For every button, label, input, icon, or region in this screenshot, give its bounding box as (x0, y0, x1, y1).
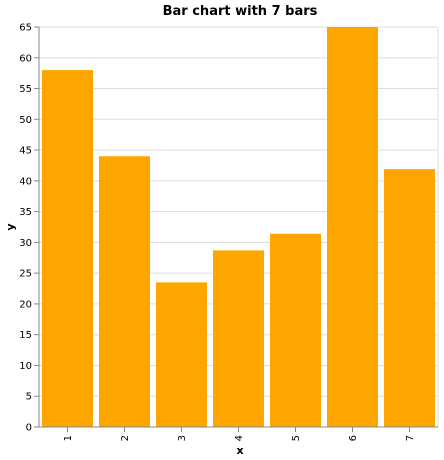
bar-4 (213, 250, 264, 427)
y-tick-label: 20 (19, 299, 32, 310)
y-axis: 0 5 10 15 20 25 30 35 40 45 50 55 60 65 (19, 23, 40, 434)
y-tick-label: 5 (26, 392, 32, 403)
y-tick-label: 35 (19, 207, 32, 218)
chart-title: Bar chart with 7 bars (163, 4, 318, 19)
x-tick-label: 3 (177, 435, 188, 441)
y-tick-label: 15 (19, 330, 32, 341)
y-tick-label: 30 (19, 238, 32, 249)
y-tick-label: 0 (26, 423, 32, 434)
x-tick-label: 2 (120, 435, 131, 441)
y-tick-label: 60 (19, 53, 32, 64)
x-axis: 1 2 3 4 5 6 7 (39, 426, 438, 441)
bar-3 (156, 282, 207, 427)
bar-2 (99, 156, 150, 427)
y-tick-label: 40 (19, 176, 32, 187)
y-axis-title: y (4, 223, 17, 230)
y-tick-label: 45 (19, 146, 32, 157)
y-tick-label: 55 (19, 84, 32, 95)
x-axis-title: x (236, 444, 243, 457)
x-tick-label: 4 (234, 435, 245, 441)
bar-7 (384, 169, 435, 427)
y-tick-label: 50 (19, 115, 32, 126)
y-tick-label: 10 (19, 361, 32, 372)
bar-1 (42, 70, 93, 428)
y-tick-label: 25 (19, 269, 32, 280)
y-tick-label: 65 (19, 23, 32, 34)
x-tick-label: 6 (348, 435, 359, 441)
bar-5 (270, 233, 321, 427)
x-tick-label: 1 (63, 435, 74, 441)
bar-6 (327, 27, 378, 427)
bars (42, 27, 435, 428)
x-tick-label: 7 (405, 435, 416, 441)
x-tick-label: 5 (291, 435, 302, 441)
